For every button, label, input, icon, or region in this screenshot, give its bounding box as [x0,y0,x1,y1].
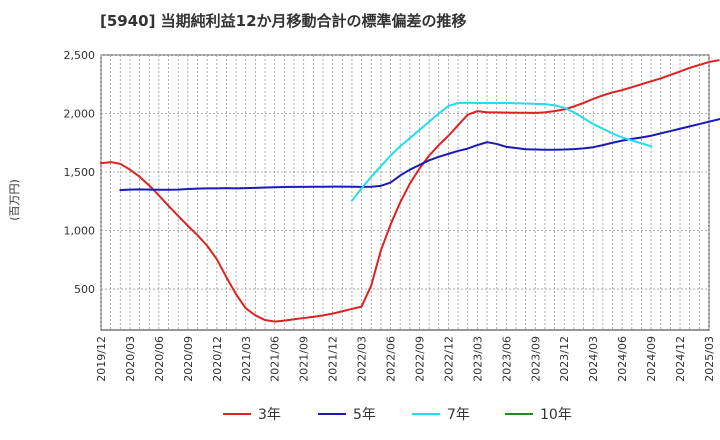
grid-layer [100,54,710,330]
x-tick-label: 2022/12 [442,336,455,382]
legend-label-2: 5年 [353,407,376,423]
y-tick-label: 500 [74,283,95,296]
legend-label-1: 3年 [258,407,281,423]
x-tick-label: 2024/12 [674,336,687,382]
x-tick-label: 2024/09 [645,336,658,382]
y-tick-label: 2,000 [64,108,96,121]
x-tick-label: 2022/09 [413,336,426,382]
y-tick-label: 2,500 [64,49,96,62]
x-tick-label: 2021/06 [269,336,282,382]
x-tick-label: 2022/06 [385,336,398,382]
series-line-1 [100,59,720,323]
x-tick-label: 2023/03 [471,336,484,382]
x-tick-label: 2019/12 [95,336,108,382]
x-tick-label: 2024/06 [616,336,629,382]
x-tick-label: 2022/03 [356,336,369,382]
x-axis: 2019/12 2020/03 2020/06 2020/09 2020/12 2021/… [95,336,716,382]
x-tick-label: 2020/06 [153,336,166,382]
x-tick-label: 2024/03 [587,336,600,382]
x-tick-label: 2021/12 [327,336,340,382]
y-axis: 500 1,000 1,500 2,000 2,500 [64,49,96,296]
legend-label-4: 10年 [540,407,572,423]
x-tick-label: 2025/03 [703,336,716,382]
legend-label-3: 7年 [447,407,470,423]
x-tick-label: 2020/03 [124,336,137,382]
series-line-3 [350,101,653,202]
chart-title: [5940] 当期純利益12か月移動合計の標準偏差の推移 [100,12,467,30]
x-tick-label: 2021/09 [298,336,311,382]
x-tick-label: 2021/03 [240,336,253,382]
x-tick-label: 2023/09 [529,336,542,382]
x-tick-label: 2023/06 [500,336,513,382]
x-tick-label: 2020/12 [211,336,224,382]
x-tick-label: 2023/12 [558,336,571,382]
y-axis-label: (百万円) [8,179,21,221]
legend: 3年 5年 7年 10年 [223,407,572,423]
series-layer [100,59,720,323]
x-tick-label: 2020/09 [182,336,195,382]
y-tick-label: 1,000 [64,225,96,238]
y-tick-label: 1,500 [64,166,96,179]
